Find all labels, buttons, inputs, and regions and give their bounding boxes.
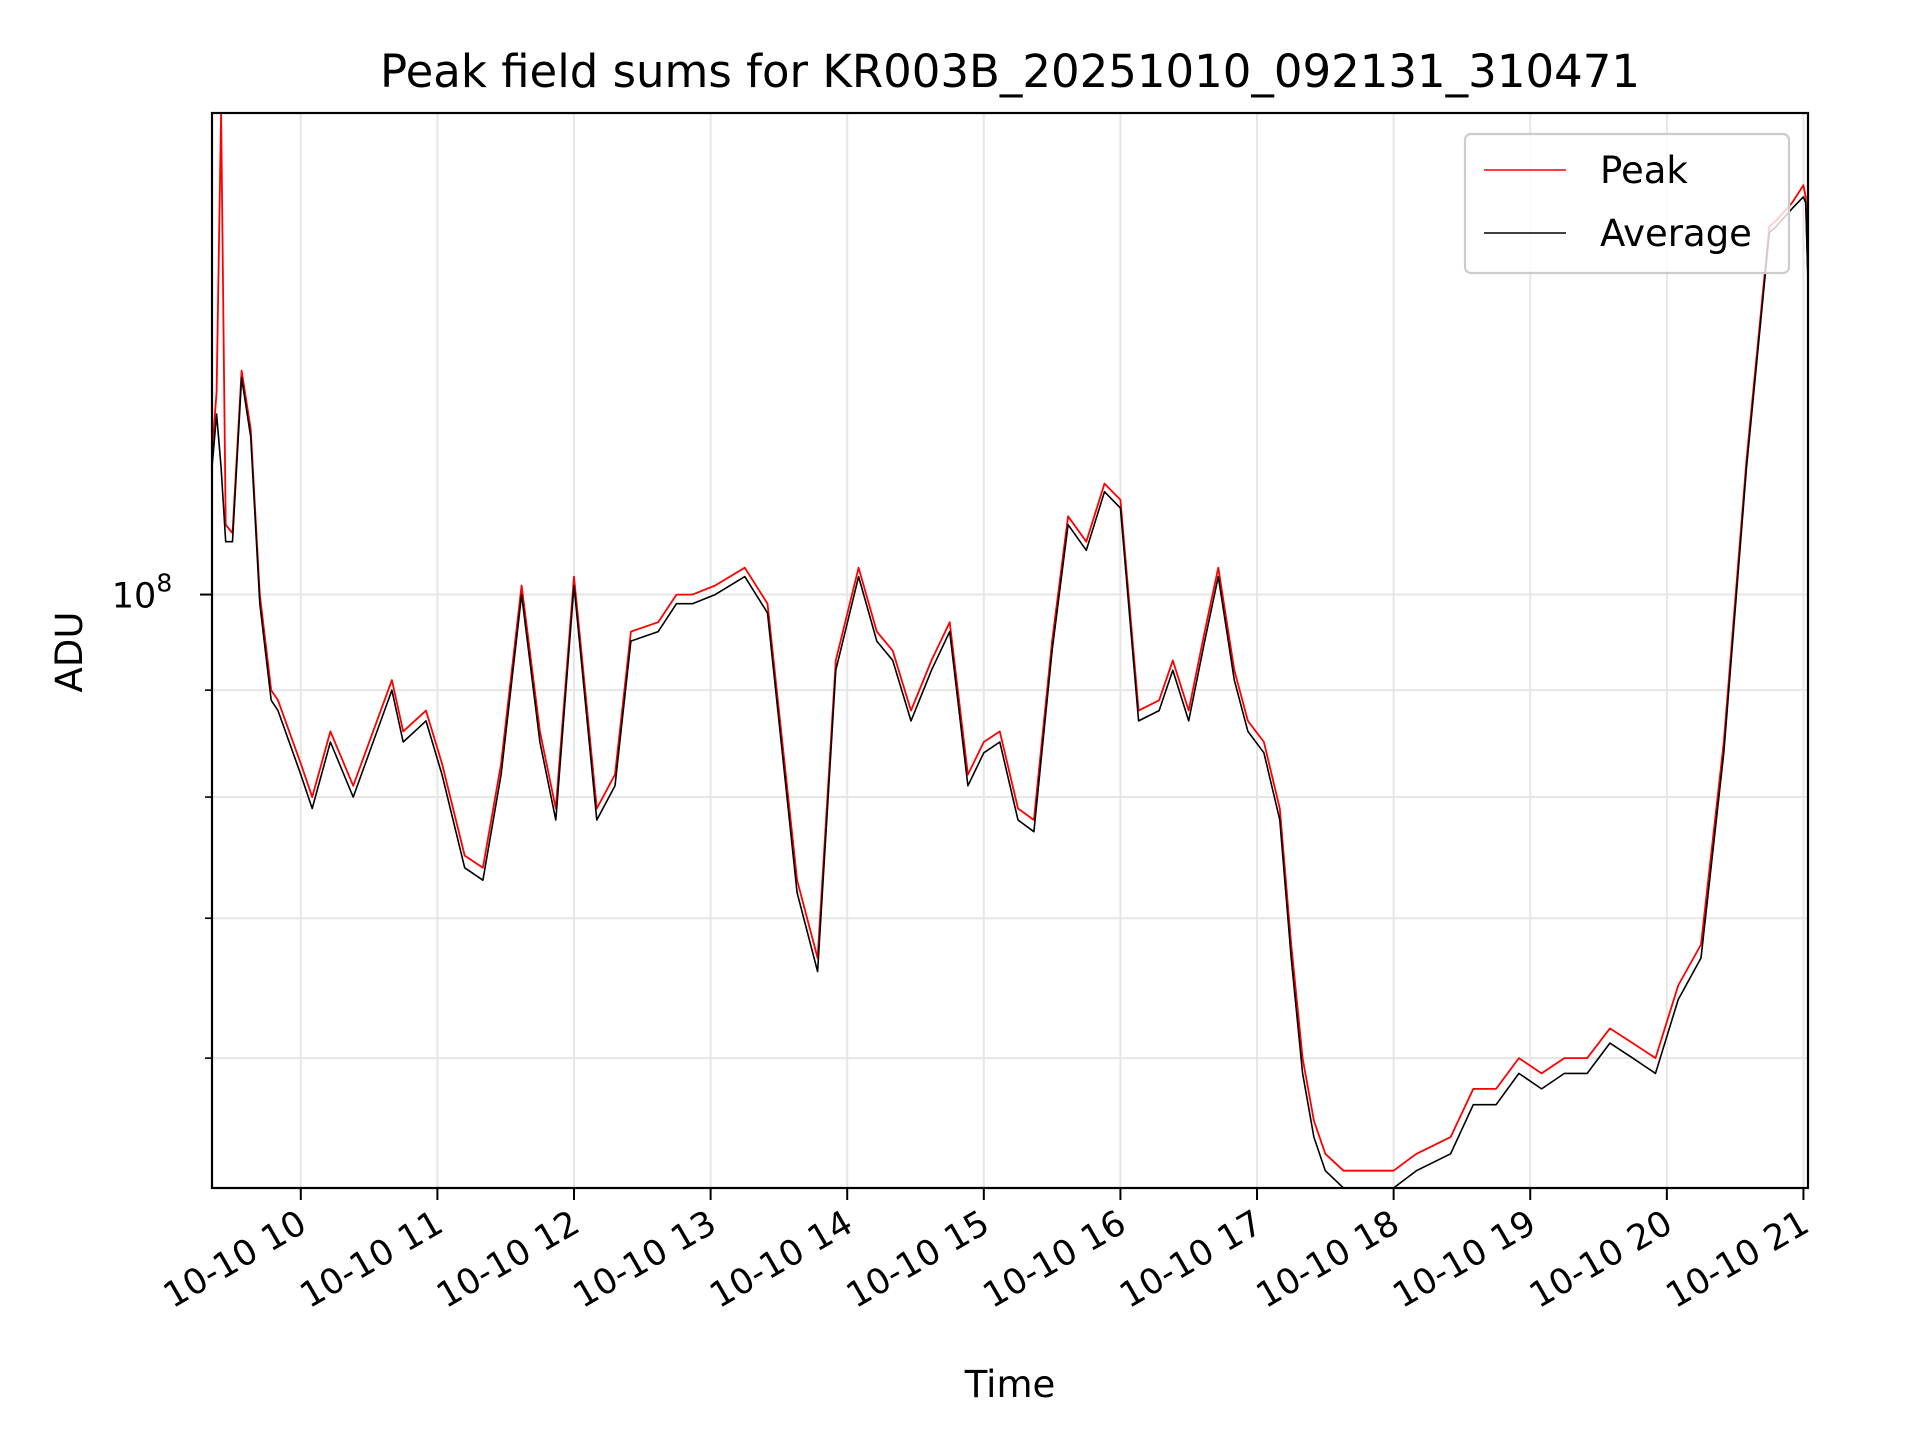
legend-label-average: Average <box>1600 212 1752 255</box>
legend-box <box>1463 132 1791 275</box>
series-layer <box>212 113 1808 1188</box>
series-group <box>212 113 1808 1188</box>
legend: Peak Average <box>1463 132 1791 275</box>
grid <box>212 113 1808 1188</box>
y-axis-label: ADU <box>48 612 91 693</box>
y-tick-label: 108 <box>112 569 172 617</box>
y-axis-ticks: 108 <box>112 569 212 1059</box>
x-axis-label: Time <box>964 1363 1056 1406</box>
series-line-average <box>212 196 1808 1188</box>
series-line-peak <box>212 113 1808 1172</box>
legend-label-peak: Peak <box>1600 149 1688 192</box>
plot-frame <box>210 111 1810 1190</box>
chart-title: Peak field sums for KR003B_20251010_0921… <box>380 45 1640 98</box>
